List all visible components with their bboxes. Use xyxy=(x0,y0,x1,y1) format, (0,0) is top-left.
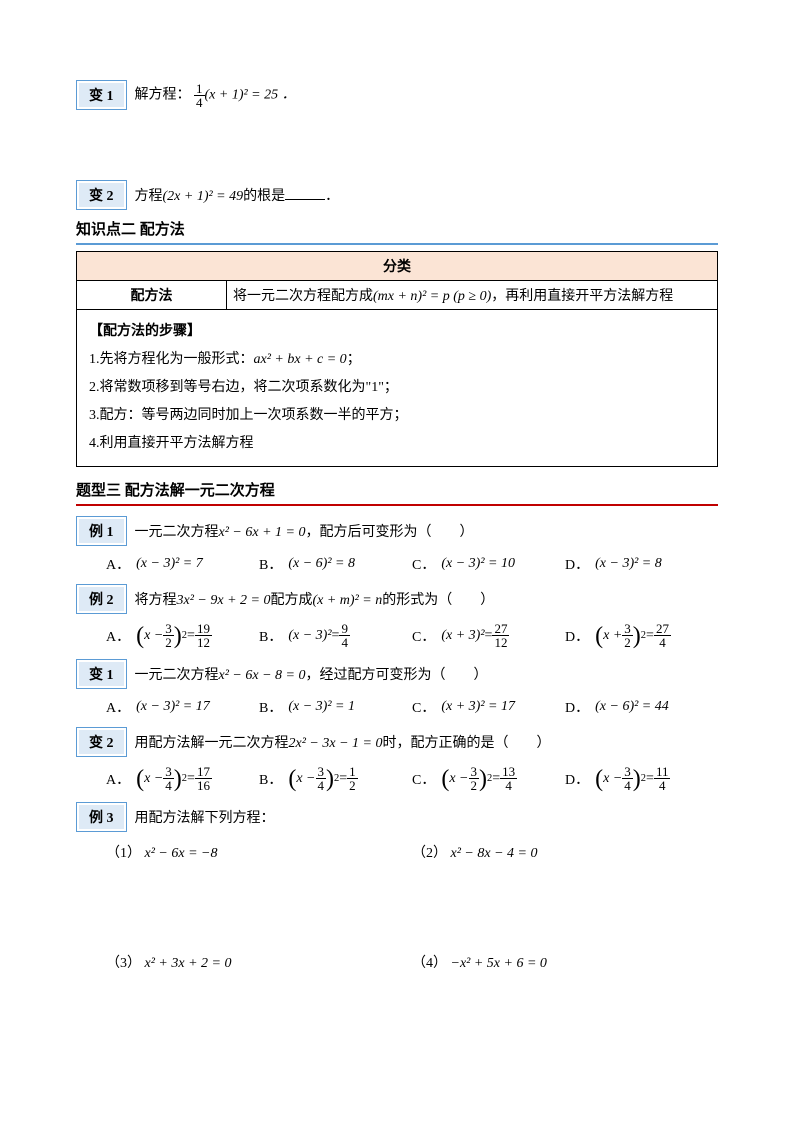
option-b: B． (x − 3)² = 94 xyxy=(259,622,412,649)
problem-text: 一元二次方程x² − 6x + 1 = 0，配方后可变形为（ ） xyxy=(135,521,474,541)
table-row-content: 将一元二次方程配方成(mx + n)² = p (p ≥ 0)，再利用直接开平方… xyxy=(227,281,718,310)
step-item: 2.将常数项移到等号右边，将二次项系数化为"1"； xyxy=(89,374,705,402)
option-d: (x − 6)² = 44 xyxy=(595,699,669,715)
tag-bian1-b: 变 1 xyxy=(76,659,127,689)
method-table: 分类 配方法 将一元二次方程配方成(mx + n)² = p (p ≥ 0)，再… xyxy=(76,251,718,467)
tag-label: 变 1 xyxy=(79,83,124,107)
option-b: (x − 3)² = 1 xyxy=(288,699,355,715)
option-c: (x + 3)² = 17 xyxy=(441,699,515,715)
problem-text: 用配方法解一元二次方程2x² − 3x − 1 = 0时，配方正确的是（ ） xyxy=(135,732,551,752)
options-row: A．(x − 3)² = 7 B．(x − 6)² = 8 C．(x − 3)²… xyxy=(76,554,718,574)
tag-bian2-b: 变 2 xyxy=(76,727,127,757)
tag-label: 变 2 xyxy=(79,730,124,754)
tag-li2: 例 2 xyxy=(76,584,127,614)
problem-text: 用配方法解下列方程： xyxy=(135,807,275,827)
option-a: (x − 3)² = 7 xyxy=(136,556,203,572)
option-d: D． (x − 34)2 = 114 xyxy=(565,765,718,792)
sub-problems-row: （3） x² + 3x + 2 = 0 （4） −x² + 5x + 6 = 0 xyxy=(76,952,718,972)
sub-problem: （1） x² − 6x = −8 xyxy=(106,842,412,862)
tag-label: 例 3 xyxy=(79,805,124,829)
sub-problem: （3） x² + 3x + 2 = 0 xyxy=(106,952,412,972)
options-row: A． (x − 32)2 = 1912 B． (x − 3)² = 94 C． … xyxy=(76,622,718,649)
step-item: 4.利用直接开平方法解方程 xyxy=(89,430,705,458)
steps-title: 【配方法的步骤】 xyxy=(89,324,201,339)
tag-li3: 例 3 xyxy=(76,802,127,832)
divider-red xyxy=(76,504,718,506)
options-row: A． (x − 34)2 = 1716 B． (x − 34)2 = 12 C．… xyxy=(76,765,718,792)
tag-li1: 例 1 xyxy=(76,516,127,546)
tag-label: 变 2 xyxy=(79,183,124,207)
option-a: A． (x − 32)2 = 1912 xyxy=(106,622,259,649)
sub-problem: （2） x² − 8x − 4 = 0 xyxy=(412,842,718,862)
problem-text: 将方程3x² − 9x + 2 = 0配方成(x + m)² = n的形式为（ … xyxy=(135,589,495,609)
step-item: 1.先将方程化为一般形式：ax² + bx + c = 0； xyxy=(89,346,705,374)
option-b: (x − 6)² = 8 xyxy=(288,556,355,572)
section-heading: 知识点二 配方法 xyxy=(76,218,718,239)
option-a: (x − 3)² = 17 xyxy=(136,699,210,715)
fill-blank xyxy=(285,186,325,200)
option-a: A． (x − 34)2 = 1716 xyxy=(106,765,259,792)
divider-blue xyxy=(76,243,718,245)
table-steps-cell: 【配方法的步骤】 1.先将方程化为一般形式：ax² + bx + c = 0； … xyxy=(77,310,718,467)
problem-text: 一元二次方程x² − 6x − 8 = 0，经过配方可变形为（ ） xyxy=(135,664,488,684)
problem-text: 方程(2x + 1)² = 49的根是． xyxy=(135,185,340,205)
fraction: 14 xyxy=(194,82,205,109)
table-row-label: 配方法 xyxy=(77,281,227,310)
tag-bian2: 变 2 xyxy=(76,180,127,210)
option-c: (x − 3)² = 10 xyxy=(441,556,515,572)
option-c: C． (x − 32)2 = 134 xyxy=(412,765,565,792)
option-b: B． (x − 34)2 = 12 xyxy=(259,765,412,792)
tag-label: 例 2 xyxy=(79,587,124,611)
sub-problems-row: （1） x² − 6x = −8 （2） x² − 8x − 4 = 0 xyxy=(76,842,718,862)
option-c: C． (x + 3)² = 2712 xyxy=(412,622,565,649)
options-row: A．(x − 3)² = 17 B．(x − 3)² = 1 C．(x + 3)… xyxy=(76,697,718,717)
tag-label: 例 1 xyxy=(79,519,124,543)
sub-problem: （4） −x² + 5x + 6 = 0 xyxy=(412,952,718,972)
problem-text: 解方程： 14(x + 1)² = 25 ． xyxy=(135,82,296,109)
option-d: (x − 3)² = 8 xyxy=(595,556,662,572)
option-d: D． (x + 32)2 = 274 xyxy=(565,622,718,649)
tag-bian1: 变 1 xyxy=(76,80,127,110)
step-item: 3.配方：等号两边同时加上一次项系数一半的平方； xyxy=(89,402,705,430)
section-heading: 题型三 配方法解一元二次方程 xyxy=(76,479,718,500)
table-header: 分类 xyxy=(77,252,718,281)
tag-label: 变 1 xyxy=(79,662,124,686)
